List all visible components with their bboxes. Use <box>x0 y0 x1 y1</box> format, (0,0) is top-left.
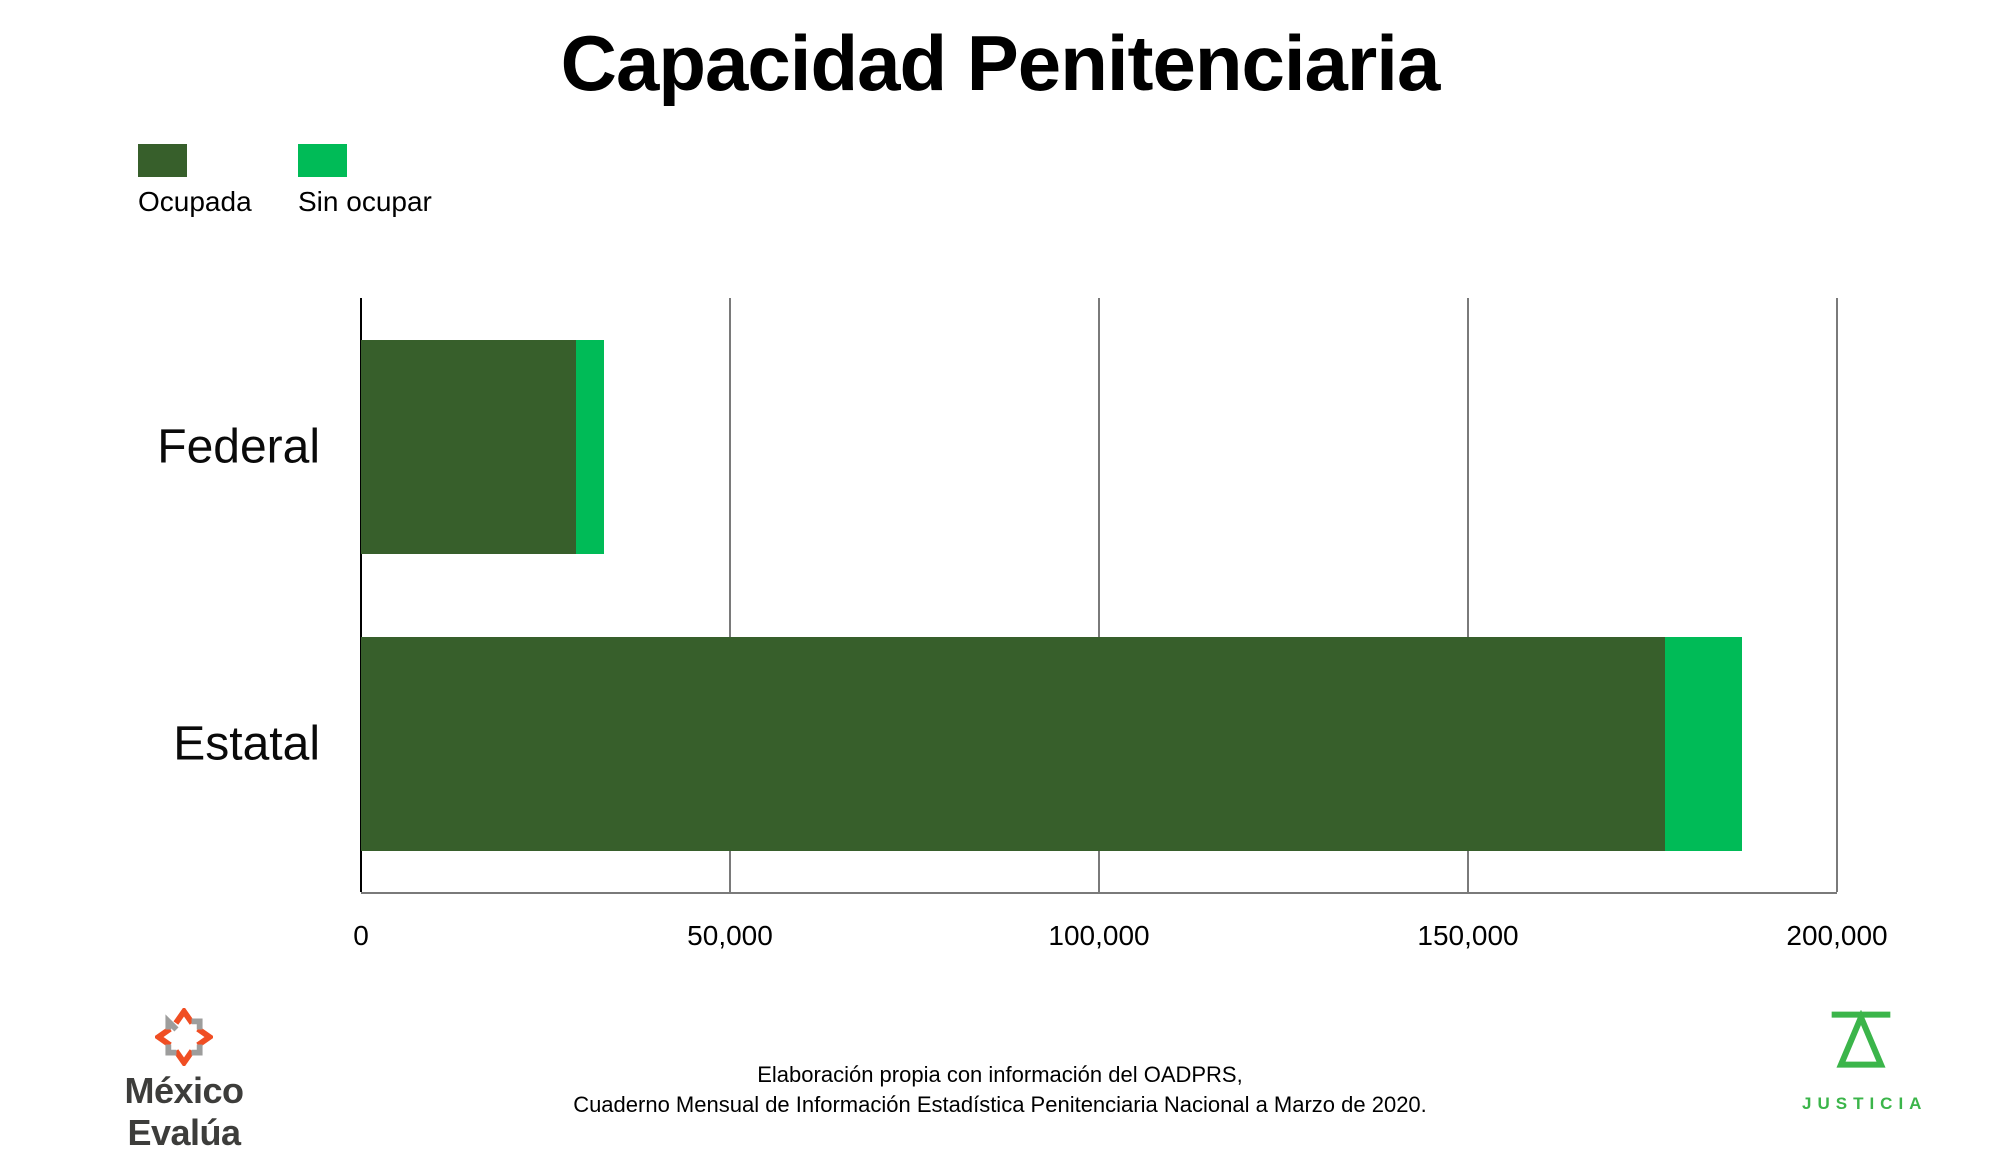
mexico-evalua-logo: México Evalúa <box>75 1008 293 1149</box>
justicia-wordmark: JUSTICIA <box>1802 1094 1928 1113</box>
category-label-federal: Federal <box>157 420 320 473</box>
justicia-logo: JUSTICIA <box>1796 1010 1926 1114</box>
mexico-evalua-star-icon <box>155 1008 213 1066</box>
y-axis-line <box>360 298 362 892</box>
chart-title: Capacidad Penitenciaria <box>560 19 1441 107</box>
source-caption: Elaboración propia con información del O… <box>0 1060 2000 1120</box>
gridline-200000 <box>1836 298 1838 892</box>
bar-segment-federal-ocupada <box>361 339 576 554</box>
x-tick-label-0: 0 <box>353 920 369 951</box>
bar-segment-estatal-sin-ocupar <box>1665 636 1742 851</box>
legend-label-sin-ocupar: Sin ocupar <box>298 186 432 217</box>
x-tick-label-100000: 100,000 <box>1048 920 1150 951</box>
legend-swatch-ocupada <box>138 144 187 177</box>
x-tick-label-50000: 50,000 <box>687 920 773 951</box>
bar-federal <box>361 339 604 554</box>
source-caption-line2: Cuaderno Mensual de Información Estadíst… <box>573 1092 1427 1117</box>
bar-estatal <box>361 636 1742 851</box>
gridline-50000 <box>729 298 731 892</box>
plot-area: 0 50,000 100,000 150,000 200,000 <box>353 298 1888 951</box>
legend-item-ocupada: Ocupada <box>138 144 252 218</box>
legend-item-sin-ocupar: Sin ocupar <box>298 144 432 218</box>
gridline-150000 <box>1467 298 1469 892</box>
legend-label-ocupada: Ocupada <box>138 186 252 217</box>
mexico-evalua-wordmark: México Evalúa <box>124 1070 244 1149</box>
gridline-100000 <box>1098 298 1100 892</box>
bar-segment-federal-sin-ocupar <box>575 339 604 554</box>
source-caption-line1: Elaboración propia con información del O… <box>757 1062 1243 1087</box>
justicia-scale-icon <box>1831 1010 1891 1068</box>
x-tick-label-150000: 150,000 <box>1417 920 1519 951</box>
bar-segment-estatal-ocupada <box>361 636 1666 851</box>
legend-swatch-sin-ocupar <box>298 144 347 177</box>
x-tick-label-200000: 200,000 <box>1786 920 1888 951</box>
category-label-estatal: Estatal <box>173 717 320 770</box>
